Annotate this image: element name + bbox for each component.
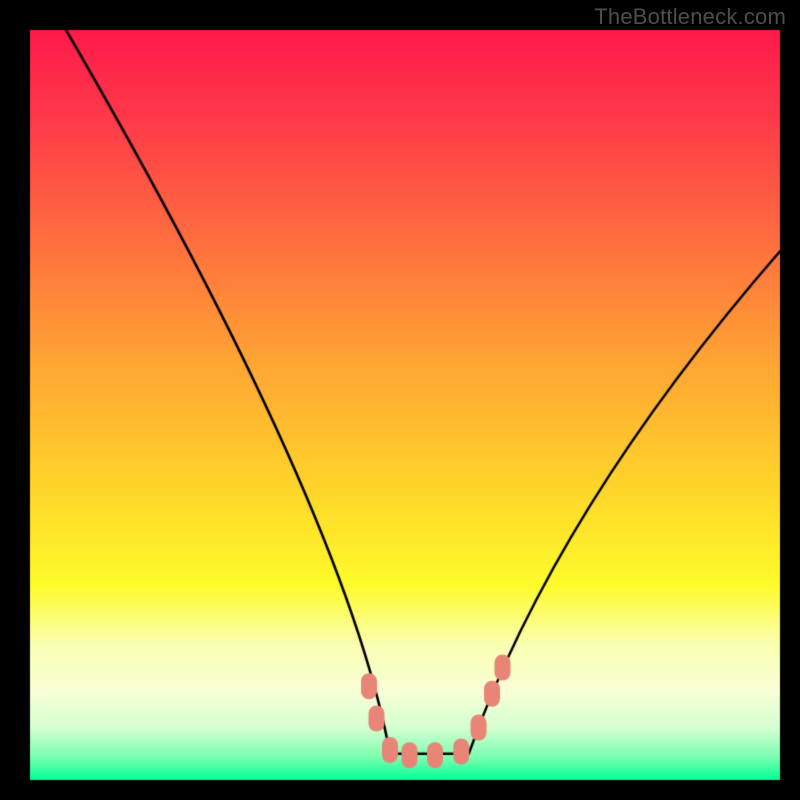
watermark-text: TheBottleneck.com	[594, 4, 786, 30]
bottleneck-chart-canvas	[0, 0, 800, 800]
chart-stage: TheBottleneck.com	[0, 0, 800, 800]
